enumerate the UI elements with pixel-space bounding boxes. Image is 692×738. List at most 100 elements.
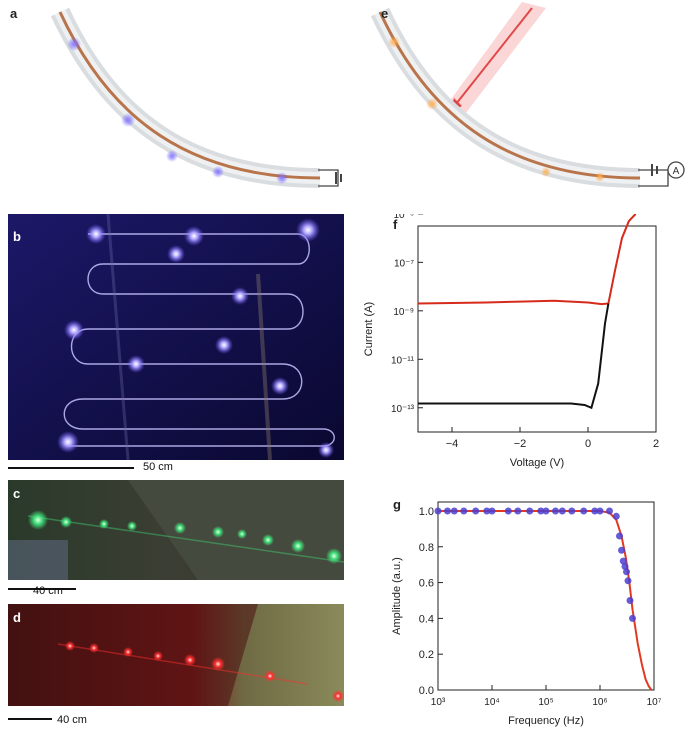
emission-spot — [127, 521, 137, 531]
panel-b-photo — [8, 214, 344, 460]
equipment — [8, 540, 68, 580]
y-tick-label: 10⁻⁷ — [394, 258, 414, 269]
series-line-1 — [418, 303, 610, 410]
fiber-loop-path — [63, 233, 335, 447]
scale-bar-d — [8, 718, 52, 720]
y-tick-label: 10⁻¹¹ — [391, 355, 415, 366]
support-rod — [106, 214, 130, 460]
iv-chart: −4 −2 0 2 10⁻⁵ 10⁻⁷ 10⁻⁹ 10⁻¹¹ 10⁻¹³ Voltage (V) C… — [363, 214, 659, 469]
emission-spot — [276, 172, 288, 184]
emission-spot — [262, 534, 274, 546]
red-fiber-image — [8, 604, 344, 706]
data-point — [623, 568, 630, 576]
data-point — [460, 507, 468, 515]
panel-d-photo — [8, 604, 344, 706]
emission-spot — [60, 516, 72, 528]
emission-spot — [166, 150, 178, 162]
emission-spot — [212, 166, 224, 178]
emission-spot — [123, 647, 133, 657]
emission-spot — [326, 548, 342, 564]
x-axis-label: Frequency (Hz) — [508, 715, 584, 727]
photocarrier-spot — [595, 172, 605, 182]
emission-spot — [212, 526, 224, 538]
y-tick-label: 10⁻⁹ — [393, 307, 414, 318]
fiber-core — [378, 11, 641, 180]
emission-spot — [99, 519, 109, 529]
data-point — [488, 507, 496, 515]
fiber-core — [58, 11, 321, 180]
data-point — [472, 507, 480, 515]
data-point — [626, 597, 634, 604]
fiber-loops-image — [8, 214, 344, 460]
plot-frame — [437, 501, 655, 691]
data-point — [552, 507, 559, 515]
x-tick-label: 10⁴ — [484, 697, 499, 708]
data-point — [514, 507, 522, 515]
scale-label-d: 40 cm — [57, 714, 87, 726]
plot-frame — [417, 225, 657, 433]
panel-label-d: d — [13, 610, 21, 625]
emission-spot — [296, 218, 320, 242]
x-tick-label: −2 — [514, 438, 527, 450]
x-tick-label: 10³ — [431, 697, 446, 708]
background-wall — [8, 604, 258, 706]
emission-spot — [67, 37, 81, 51]
x-tick-label: 2 — [653, 438, 659, 450]
scale-label-c: 40 cm — [33, 585, 63, 597]
emission-spot — [127, 355, 145, 373]
emission-spot — [332, 690, 344, 702]
emission-spot — [211, 657, 225, 671]
panel-a-schematic — [50, 7, 342, 188]
panel-e-schematic: A — [370, 2, 685, 188]
y-axis-label: Current (A) — [363, 302, 375, 356]
emission-spot — [271, 377, 289, 395]
panel-c-photo — [8, 480, 344, 580]
background-wall — [128, 480, 344, 580]
x-tick-label: −4 — [446, 438, 459, 450]
panel-label-c: c — [13, 486, 21, 501]
emission-spot — [57, 431, 79, 453]
x-tick-label: 10⁷ — [647, 697, 662, 708]
x-tick-label: 10⁵ — [538, 697, 553, 708]
panel-label-f: f — [393, 217, 398, 232]
emission-spot — [89, 643, 99, 653]
emission-spot — [86, 224, 106, 244]
x-axis-label: Voltage (V) — [510, 457, 564, 469]
emission-spot — [64, 320, 84, 340]
photocarrier-spot — [541, 167, 551, 177]
x-tick-label: 0 — [585, 438, 591, 450]
series-line-0 — [417, 214, 637, 306]
y-axis-label: Amplitude (a.u.) — [391, 557, 403, 635]
panel-label-g: g — [393, 497, 401, 512]
y-tick-label: 0.4 — [419, 613, 434, 625]
data-point — [619, 557, 627, 565]
data-point — [558, 507, 566, 515]
data-point — [616, 532, 623, 540]
y-tick-label: 1.0 — [419, 506, 434, 518]
data-point — [591, 507, 599, 515]
ammeter-icon — [667, 161, 685, 179]
data-point — [606, 507, 613, 515]
support-rod — [256, 273, 272, 460]
laser-beam — [446, 2, 546, 118]
emission-spot — [184, 654, 196, 666]
panel-label-a: a — [10, 6, 18, 21]
emission-spot — [153, 651, 163, 661]
scale-label-b: 50 cm — [143, 461, 173, 473]
data-point — [444, 507, 451, 515]
emission-spot — [184, 226, 204, 246]
y-tick-label: 10⁻¹³ — [391, 404, 415, 415]
y-tick-label: 0.6 — [419, 578, 434, 590]
data-point — [434, 507, 442, 515]
photocarrier-spot — [426, 98, 438, 110]
emission-spot — [215, 336, 233, 354]
emission-spot — [174, 522, 186, 534]
frequency-response-chart: 10³ 10⁴ 10⁵ 10⁶ 10⁷ 0.0 0.2 0.4 0.6 0.8 1.0 Frequen… — [391, 501, 662, 727]
data-point — [483, 507, 491, 515]
emission-spot — [167, 245, 185, 263]
svg-text:A: A — [673, 166, 680, 177]
data-point — [618, 546, 625, 554]
data-point — [542, 507, 550, 515]
y-tick-label: 10⁻⁵ — [393, 214, 414, 221]
fiber-line — [27, 515, 344, 563]
